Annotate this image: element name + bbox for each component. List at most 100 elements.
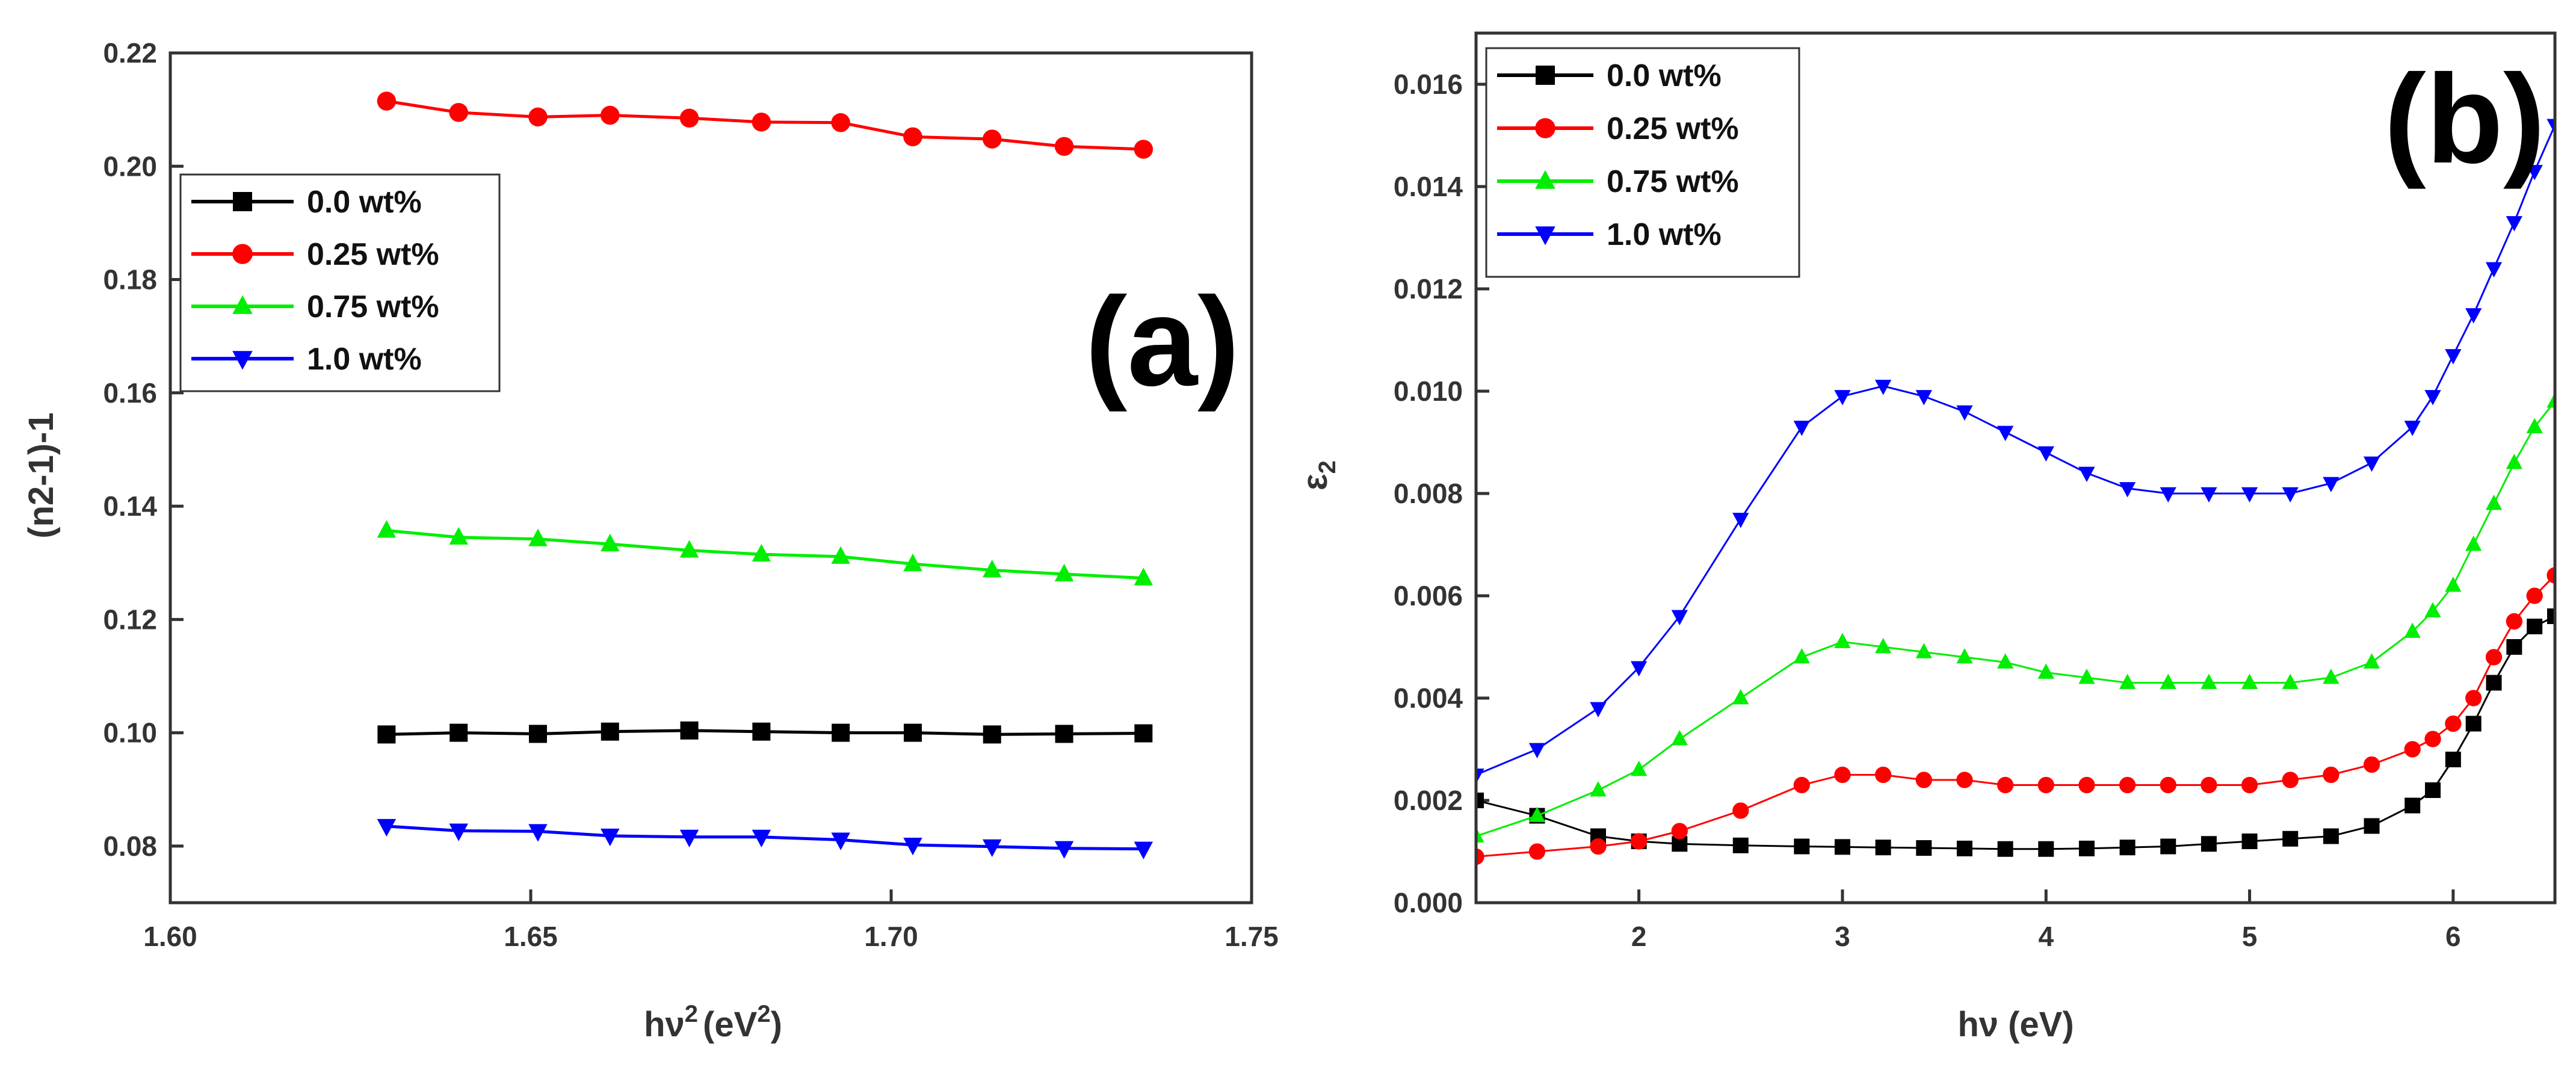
x-tick-label: 2 <box>1631 921 1647 952</box>
y-tick-label: 0.20 <box>103 150 157 182</box>
data-point <box>1997 841 2013 857</box>
panel-b-ticks: 2 3 4 5 6 0.000 0.002 0.004 0.006 0.008 0.010 0.012… <box>1394 69 2461 952</box>
legend-swatch-marker <box>1535 170 1555 189</box>
y-tick-label: 0.10 <box>103 717 157 749</box>
data-point <box>752 722 771 741</box>
data-point <box>2486 675 2502 691</box>
data-point <box>1590 838 1607 855</box>
data-point <box>2037 663 2054 679</box>
panel-b-plot-frame <box>1474 31 2557 905</box>
data-point <box>1834 390 1851 406</box>
series-1-0-wt- <box>1476 119 2555 784</box>
x-tick-label: 5 <box>2242 921 2258 952</box>
data-point <box>2526 418 2543 433</box>
data-point <box>1134 140 1154 159</box>
data-point <box>2363 756 2380 773</box>
data-point <box>2506 454 2522 469</box>
data-point <box>2364 818 2380 834</box>
data-point <box>1956 648 1973 664</box>
data-point <box>2547 608 2555 624</box>
panel-a-label: (a) <box>1085 271 1240 412</box>
data-point <box>983 725 1001 744</box>
data-point <box>2527 619 2543 634</box>
data-point <box>2405 797 2421 814</box>
data-point <box>679 540 699 558</box>
data-point <box>1134 568 1154 586</box>
data-point <box>377 91 397 111</box>
data-point <box>2506 639 2522 655</box>
series-0-0-wt- <box>1476 608 2555 857</box>
data-point <box>752 113 771 132</box>
data-point <box>2547 119 2555 134</box>
panel-b-y-axis-label-sub: 2 <box>1314 460 1341 474</box>
data-point <box>2119 776 2136 794</box>
data-point <box>1997 776 2014 794</box>
data-point <box>601 533 620 552</box>
data-point <box>1793 776 1810 794</box>
data-point <box>752 829 771 848</box>
data-point <box>2363 653 2380 669</box>
data-point <box>679 829 699 848</box>
y-tick-label: 0.22 <box>103 37 157 69</box>
data-point <box>1528 806 1546 822</box>
panel-b: 2 3 4 5 6 0.000 0.002 0.004 0.006 0.008 0.010 0.012… <box>1296 31 2557 1044</box>
data-point <box>2078 466 2095 482</box>
y-tick-label: 0.18 <box>103 264 157 295</box>
data-point <box>1630 833 1648 850</box>
data-point <box>449 823 468 841</box>
data-point <box>1834 632 1851 648</box>
data-point <box>1834 839 1850 855</box>
data-point <box>449 527 468 545</box>
panel-a-plot-frame <box>168 51 1253 905</box>
data-point <box>2547 567 2555 584</box>
data-point <box>903 837 922 856</box>
legend-swatch-marker <box>1535 226 1555 246</box>
data-point <box>1476 848 1484 865</box>
data-point <box>2241 487 2258 503</box>
data-point <box>1134 841 1154 859</box>
panel-b-label: (b) <box>2384 48 2545 190</box>
data-point <box>1528 843 1546 860</box>
data-point <box>601 828 620 847</box>
data-point <box>2425 782 2441 798</box>
data-point <box>752 543 771 562</box>
data-point <box>1874 380 1892 395</box>
y-tick-label: 0.004 <box>1394 682 1463 714</box>
data-point <box>1732 689 1749 705</box>
legend-swatch-marker <box>1536 66 1555 85</box>
data-point <box>2282 772 2299 788</box>
x-tick-label: 1.65 <box>504 921 558 952</box>
panel-a-x-axis-label-units: (eV <box>703 1005 758 1044</box>
panel-a-x-axis-label-sup: 2 <box>685 1001 698 1027</box>
data-point <box>377 725 396 744</box>
data-point <box>2323 669 2340 684</box>
data-point <box>2323 477 2340 492</box>
panel-a-x-axis-label-close: ) <box>771 1005 782 1044</box>
data-point <box>903 723 922 742</box>
data-point <box>2485 262 2503 277</box>
data-point <box>377 818 397 837</box>
data-point <box>449 103 468 122</box>
data-point <box>831 832 850 850</box>
data-point <box>2241 833 2258 849</box>
data-point <box>2465 690 2482 707</box>
y-tick-label: 0.16 <box>103 377 157 409</box>
data-point <box>1671 730 1688 746</box>
panel-a-x-axis-label-base: hν <box>644 1005 685 1044</box>
data-point <box>1956 772 1973 788</box>
data-point <box>2445 752 2461 767</box>
data-point <box>2201 836 2217 852</box>
data-point <box>1671 823 1688 840</box>
data-point <box>1476 769 1484 784</box>
data-point <box>1590 781 1607 797</box>
x-tick-label: 1.60 <box>143 921 197 952</box>
y-tick-label: 0.000 <box>1394 887 1463 918</box>
data-point <box>601 722 619 741</box>
legend-entry-label: 1.0 wt% <box>1607 217 1722 252</box>
data-point <box>528 824 548 842</box>
data-point <box>2404 741 2421 758</box>
data-point <box>2506 216 2522 232</box>
y-tick-label: 0.014 <box>1394 171 1463 202</box>
legend-swatch-marker <box>1535 118 1555 138</box>
data-point <box>680 721 699 740</box>
